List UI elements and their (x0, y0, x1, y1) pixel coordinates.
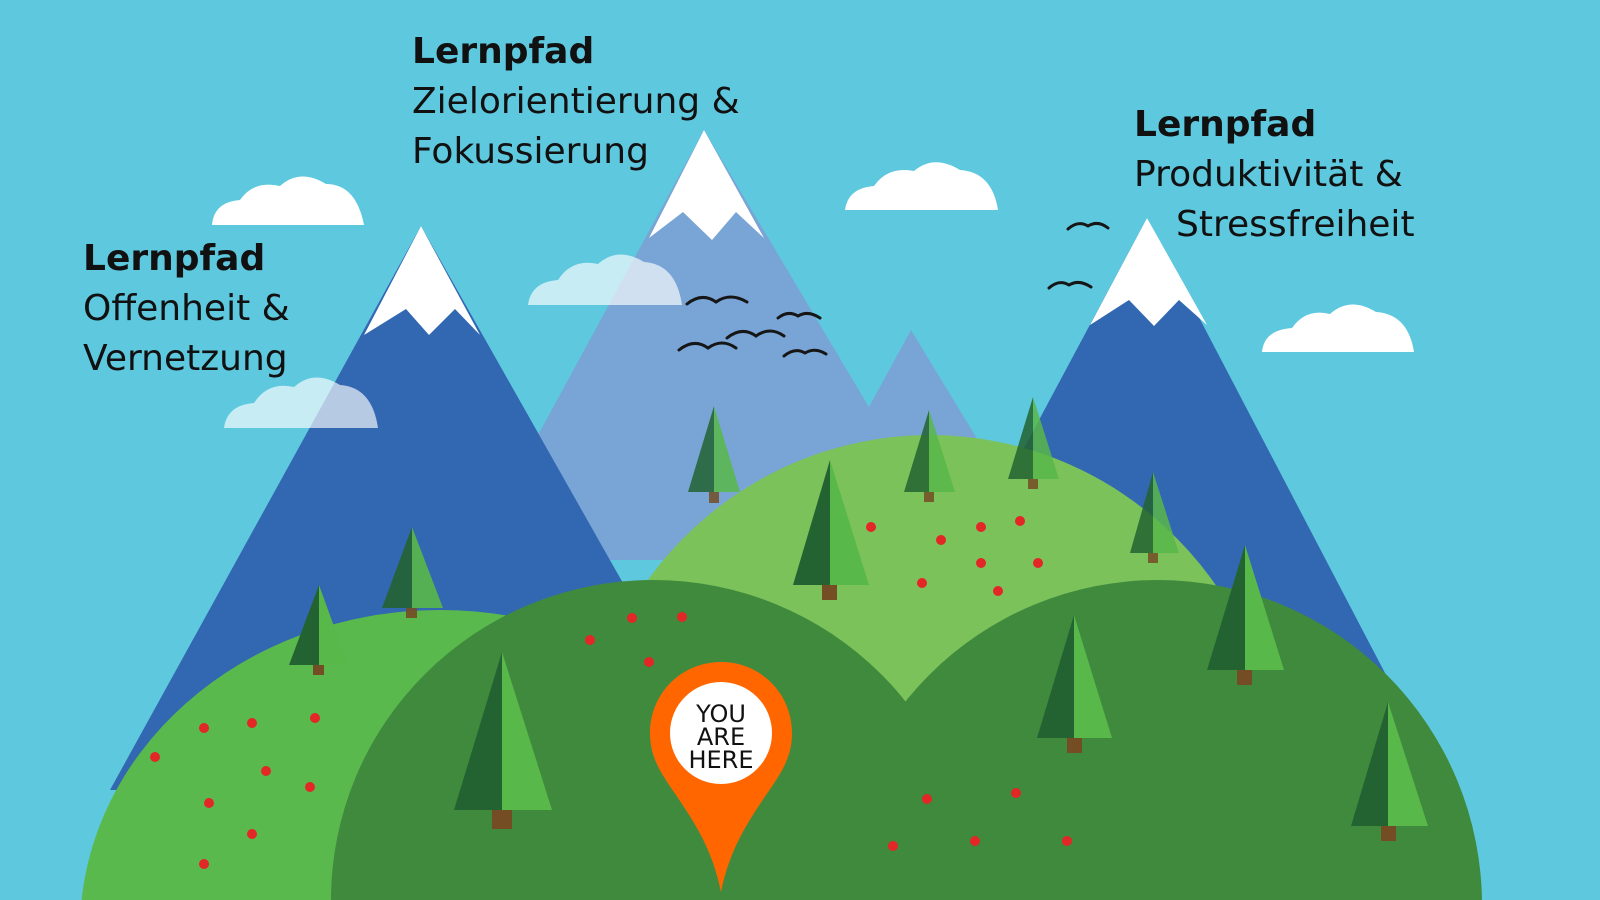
tree (1130, 472, 1179, 563)
flowers (888, 788, 1072, 851)
flowers (585, 612, 687, 667)
learning-path-label-left: Lernpfad Offenheit & Vernetzung (83, 234, 290, 384)
learning-path-line2: Vernetzung (83, 338, 288, 379)
cloud (1262, 304, 1414, 352)
flowers (866, 516, 1043, 596)
tree (454, 652, 552, 829)
small-peak (840, 330, 990, 460)
cloud (224, 377, 378, 428)
tree (1037, 615, 1112, 753)
flowers (150, 713, 320, 869)
snow-cap (364, 226, 480, 335)
learning-path-line1: Produktivität & (1134, 154, 1403, 195)
snow-cap (649, 130, 764, 240)
cloud (845, 162, 998, 210)
learning-path-title: Lernpfad (412, 31, 595, 72)
pin-text-line2: ARE (697, 723, 745, 751)
pin-text-line3: HERE (688, 746, 753, 774)
snow-cap (1090, 218, 1207, 326)
tree (1008, 397, 1059, 489)
learning-path-title: Lernpfad (83, 238, 266, 279)
tree (1207, 545, 1284, 685)
tree (904, 410, 955, 502)
tree (289, 585, 348, 675)
learning-path-line2: Fokussierung (412, 131, 649, 172)
learning-path-line1: Offenheit & (83, 288, 290, 329)
learning-path-title: Lernpfad (1134, 104, 1317, 145)
tree (793, 460, 869, 600)
learning-path-line1: Zielorientierung & (412, 81, 740, 122)
tree (1351, 702, 1428, 841)
tree (382, 527, 443, 618)
learning-path-label-right: Lernpfad Produktivität & Stressfreiheit (1134, 100, 1415, 250)
pin-text-line1: YOU (695, 700, 746, 728)
learning-path-label-middle: Lernpfad Zielorientierung & Fokussierung (412, 27, 740, 177)
tree (688, 406, 740, 503)
you-are-here-pin: YOU ARE HERE (650, 662, 792, 892)
birds (677, 221, 1110, 358)
pin-inner-circle (670, 682, 772, 784)
right-hill (834, 580, 1482, 900)
cloud (212, 176, 364, 225)
cloud (528, 254, 682, 305)
learning-path-line2: Stressfreiheit (1176, 204, 1415, 245)
